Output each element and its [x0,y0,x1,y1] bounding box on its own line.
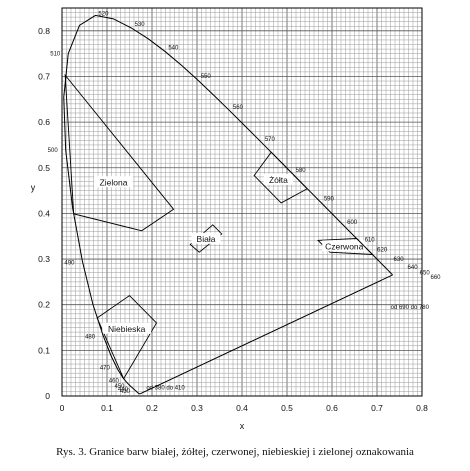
wavelength-label: 500 [48,148,59,154]
x-tick-label: 0.1 [101,403,113,413]
region-label: Niebieska [108,324,146,334]
region-label-bg [102,322,152,334]
region-label-bg [322,240,367,252]
endpoint-labels: od 690 do 780 od 380 do 410 [146,305,429,392]
wavelength-label: 660 [431,275,442,281]
wavelength-label: 650 [420,270,431,276]
region-label-bg [94,176,134,188]
y-tick-label: 0.8 [38,26,50,36]
region-label: Zielona [100,177,128,187]
wavelength-label: 610 [365,238,376,244]
x-tick-label: 0.2 [146,403,158,413]
wavelength-label: 600 [347,220,358,226]
y-tick-label: 0.6 [38,117,50,127]
wavelength-label: 430 [120,389,131,395]
wavelength-label: 620 [377,247,388,253]
region-label: Czerwona [325,241,364,251]
wavelength-label: 510 [50,52,61,58]
x-tick-label: 0.7 [371,403,383,413]
x-tick-label: 0.8 [416,403,428,413]
y-tick-label: 0.5 [38,163,50,173]
region-label: Żółta [269,175,288,185]
wavelength-label: 540 [168,46,179,52]
wavelength-label: 530 [135,22,146,28]
wavelength-label: 640 [408,265,419,271]
chart-grid [61,7,423,397]
x-tick-label: 0.5 [281,403,293,413]
y-tick-label: 0.1 [38,345,50,355]
wavelength-label: 450 [114,384,125,390]
region-label-bg [191,232,221,244]
wavelength-label: 570 [265,137,276,143]
y-tick-label: 0.4 [38,208,50,218]
region-label-bg [263,173,293,185]
wavelength-label: 460 [109,378,120,384]
y-axis-label: y [31,183,36,193]
purple-line [140,274,393,395]
spectrum-locus [63,14,393,395]
y-axis-ticks: 0 0.1 0.2 0.3 0.4 0.5 0.6 0.7 0.8 [38,26,50,401]
wavelength-label: 550 [201,74,212,80]
wavelength-label: 560 [233,105,244,111]
wavelength-label: 440 [118,387,129,393]
y-tick-label: 0 [45,391,50,401]
endpoint-label: od 690 do 780 [391,305,430,311]
region-label: Biała [197,234,216,244]
region-boundary [96,294,158,380]
x-axis-ticks: 0 0.1 0.2 0.3 0.4 0.5 0.6 0.7 0.8 [60,403,429,413]
region-boundary [64,73,175,232]
wavelength-label: 480 [85,334,96,340]
y-tick-label: 0.3 [38,254,50,264]
plot-frame [61,7,423,397]
endpoint-label: od 380 do 410 [146,386,185,392]
x-tick-label: 0.3 [191,403,203,413]
wavelength-label: 590 [324,196,335,202]
x-tick-label: 0.6 [326,403,338,413]
region-boundary [189,224,223,253]
wavelength-label: 630 [394,257,405,263]
x-axis-label: x [240,421,245,431]
x-tick-label: 0 [60,403,65,413]
wavelength-label: 580 [296,168,307,174]
y-tick-label: 0.2 [38,300,50,310]
y-tick-label: 0.7 [38,71,50,81]
wavelength-label: 490 [64,260,75,266]
x-tick-label: 0.4 [236,403,248,413]
wavelength-label: 520 [98,11,109,17]
wavelength-labels: 5205305405505605705805906006106206306406… [48,11,441,394]
wavelength-label: 470 [100,366,111,372]
figure-caption: Rys. 3. Granice barw białej, żółtej, cze… [56,446,414,458]
